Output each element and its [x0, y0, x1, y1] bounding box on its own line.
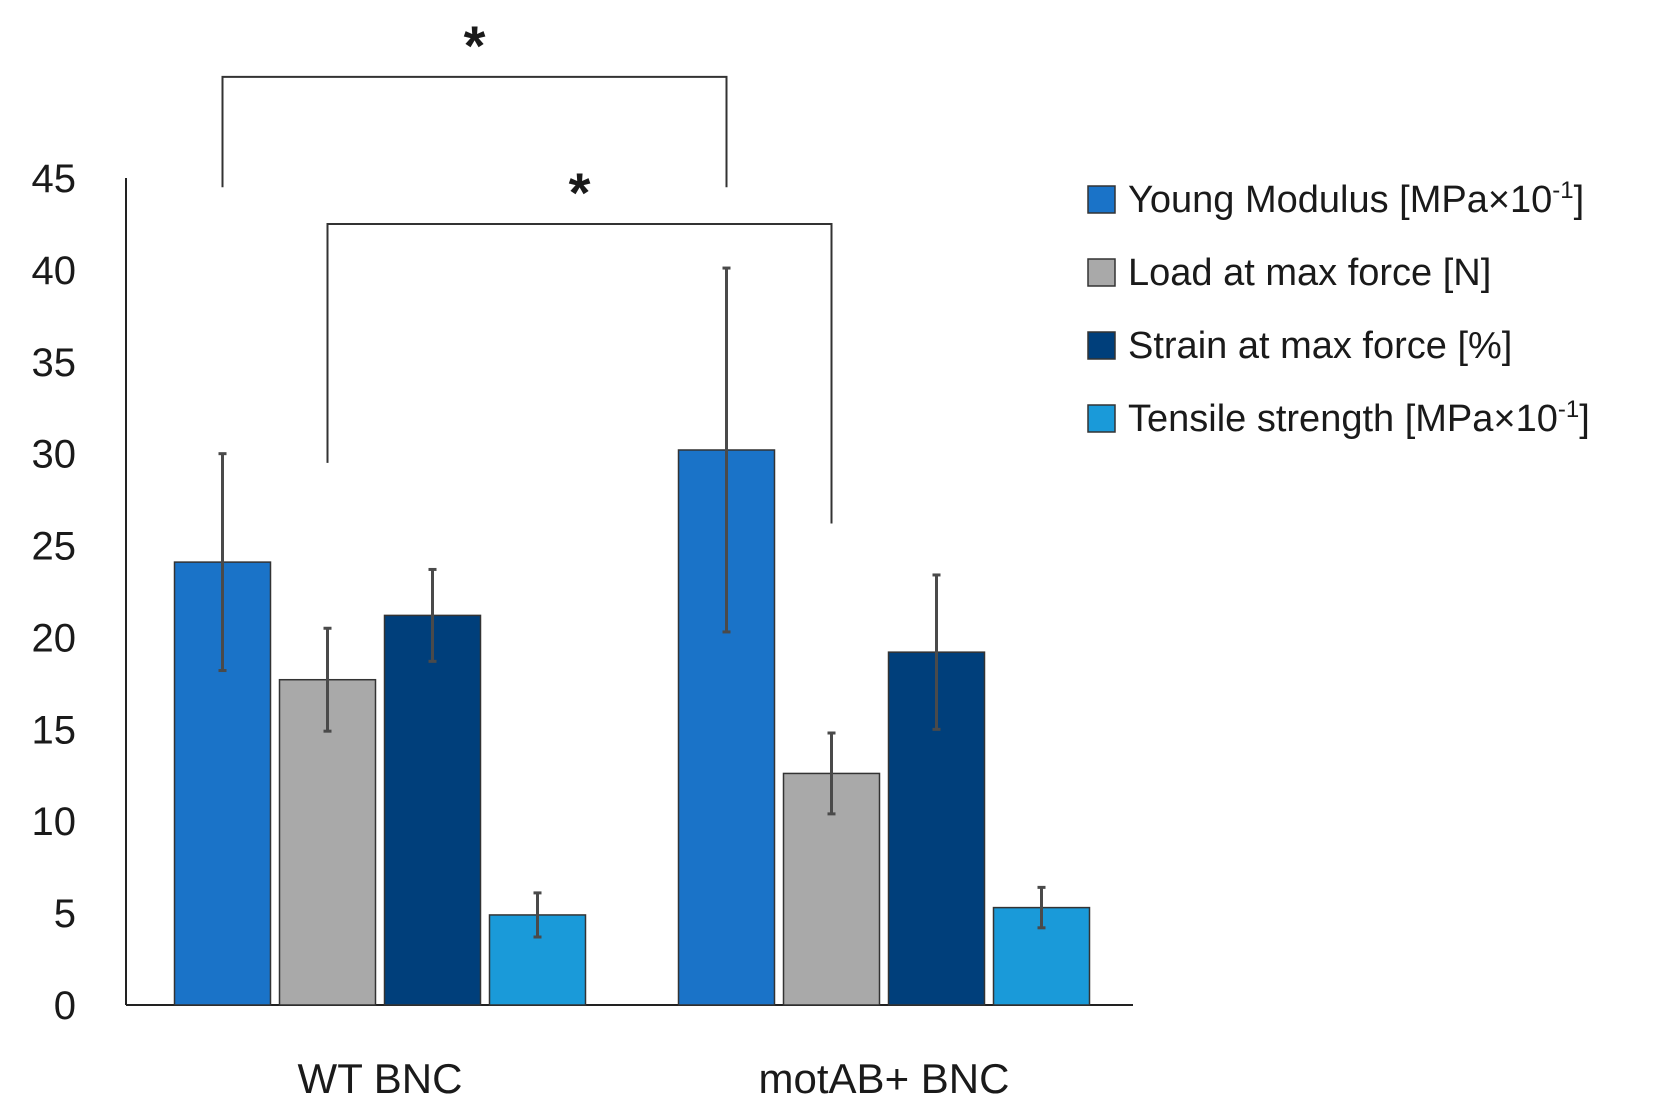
- legend-label: Young Modulus [MPa×10-1]: [1128, 177, 1584, 221]
- y-tick-label: 10: [32, 800, 77, 844]
- y-tick-label: 45: [32, 157, 77, 201]
- legend-swatch: [1087, 404, 1116, 433]
- y-tick-label: 30: [32, 433, 77, 477]
- legend-label: Load at max force [N]: [1128, 252, 1491, 294]
- legend-swatch: [1087, 185, 1116, 214]
- x-category-label: WT BNC: [298, 1055, 463, 1102]
- significance-bracket: [326, 222, 833, 524]
- legend-swatch: [1087, 258, 1116, 287]
- legend: Young Modulus [MPa×10-1] Load at max forc…: [1087, 177, 1590, 440]
- y-tick-label: 0: [54, 984, 76, 1028]
- plot-area: 0 5 10 15 20 25 30 35 40 45 WT BNC motAB+ BNC * *: [32, 14, 1133, 1102]
- significance-bracket: [221, 75, 728, 188]
- y-tick-label: 25: [32, 525, 77, 569]
- y-tick-label: 20: [32, 616, 77, 660]
- legend-swatch: [1087, 331, 1116, 360]
- bar: [278, 678, 377, 1006]
- y-tick-label: 40: [32, 249, 77, 293]
- y-tick-label: 15: [32, 708, 77, 752]
- x-category-label: motAB+ BNC: [759, 1055, 1010, 1102]
- y-tick-label: 5: [54, 892, 76, 936]
- bar: [383, 614, 482, 1006]
- y-tick-label: 35: [32, 341, 77, 385]
- significance-star: *: [569, 161, 591, 224]
- legend-label: Strain at max force [%]: [1128, 325, 1512, 367]
- significance-star: *: [464, 14, 486, 77]
- legend-label: Tensile strength [MPa×10-1]: [1128, 396, 1590, 440]
